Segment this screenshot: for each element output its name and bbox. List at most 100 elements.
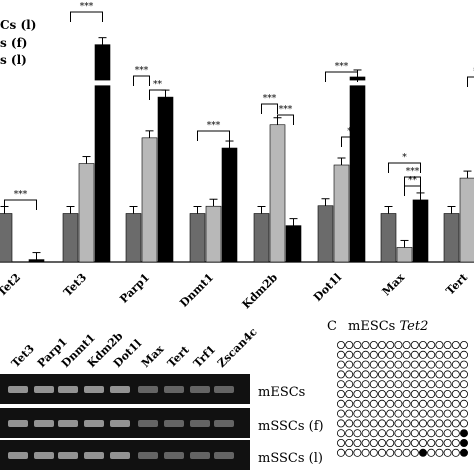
cpg-dot — [345, 370, 354, 379]
cpg-dot — [410, 380, 419, 389]
cpg-dot — [394, 370, 403, 379]
cpg-dot — [418, 380, 427, 389]
cpg-dot — [410, 360, 419, 369]
cpg-dot — [336, 360, 345, 369]
legend-entry-3: s (l) — [0, 53, 27, 67]
cpg-dot — [361, 399, 370, 408]
cpg-dot — [410, 429, 419, 438]
gel-band — [34, 452, 54, 459]
cpg-dot — [459, 438, 468, 447]
gel-band — [58, 420, 78, 427]
cpg-dot — [336, 389, 345, 398]
cpg-dot — [369, 419, 378, 428]
gel-band — [138, 386, 158, 393]
cpg-dot — [345, 350, 354, 359]
cpg-dot — [402, 380, 411, 389]
significance-label: ** — [153, 80, 163, 90]
cpg-dot — [369, 438, 378, 447]
cpg-dot — [459, 370, 468, 379]
cpg-dot — [353, 370, 362, 379]
cpg-dot — [443, 370, 452, 379]
cpg-dot — [402, 448, 411, 457]
cpg-dot — [459, 429, 468, 438]
bar — [125, 213, 142, 263]
cpg-dot — [418, 438, 427, 447]
cpg-dot — [410, 448, 419, 457]
cpg-dot — [410, 399, 419, 408]
significance-label: *** — [279, 105, 293, 115]
gel-band — [190, 386, 210, 393]
panel-letter-c: C — [327, 319, 337, 334]
bar — [189, 213, 206, 263]
gel-lane-label: Tert — [165, 343, 192, 370]
axis-break-mark — [349, 80, 366, 86]
cpg-dot — [451, 438, 460, 447]
bar — [221, 147, 238, 263]
cpg-dot — [394, 340, 403, 349]
cpg-dot — [427, 438, 436, 447]
cpg-dot — [427, 389, 436, 398]
cpg-dot — [435, 340, 444, 349]
cpg-dot — [394, 438, 403, 447]
cpg-dot — [369, 340, 378, 349]
cpg-dot — [459, 448, 468, 457]
cpg-dot — [369, 448, 378, 457]
bar — [269, 124, 286, 263]
cpg-dot — [386, 340, 395, 349]
cpg-dot — [427, 350, 436, 359]
cpg-dot — [451, 370, 460, 379]
cpg-dot — [394, 448, 403, 457]
significance-label: *** — [263, 94, 277, 104]
cpg-dot — [386, 350, 395, 359]
cpg-dot — [443, 389, 452, 398]
gel-row-label: mSSCs (l) — [258, 451, 323, 466]
cpg-dot — [443, 409, 452, 418]
cpg-dot — [451, 409, 460, 418]
cpg-dot — [369, 409, 378, 418]
significance-bracket — [341, 136, 358, 147]
category-label: Dot1l — [311, 271, 344, 304]
cpg-dot — [418, 429, 427, 438]
cpg-dot — [402, 438, 411, 447]
cpg-dot — [443, 448, 452, 457]
cpg-dot — [459, 380, 468, 389]
bar — [317, 205, 334, 263]
cpg-dot — [435, 380, 444, 389]
cpg-dot — [451, 380, 460, 389]
cpg-dot — [443, 380, 452, 389]
cpg-dot — [377, 438, 386, 447]
gel-lane-label: Trf1 — [191, 343, 218, 370]
axis-break-mark — [94, 80, 111, 86]
cpg-dot — [336, 438, 345, 447]
cpg-dot — [459, 389, 468, 398]
gel-lane-label: Zscan4c — [215, 325, 260, 370]
cpg-dot — [353, 409, 362, 418]
gel-band — [84, 452, 104, 459]
cpg-dot — [336, 429, 345, 438]
gel-band — [164, 452, 184, 459]
cpg-dot — [427, 380, 436, 389]
significance-label: * — [347, 127, 352, 137]
category-label: Kdm2b — [240, 271, 281, 312]
cpg-dot — [377, 429, 386, 438]
gel-row-label: mSSCs (f) — [258, 419, 324, 434]
bar — [443, 213, 460, 263]
cpg-dot — [353, 340, 362, 349]
gel-lane-label: Tet3 — [9, 342, 37, 370]
gel-band — [110, 452, 130, 459]
methylation-panel: C mESCs Tet2 — [327, 319, 468, 457]
cpg-dot — [451, 448, 460, 457]
cpg-dot — [459, 340, 468, 349]
panel-c-title-prefix: mESCs — [348, 319, 399, 334]
gel-band — [190, 420, 210, 427]
cpg-dot — [443, 340, 452, 349]
bar — [94, 44, 111, 263]
cpg-dot — [361, 360, 370, 369]
significance-bracket — [149, 89, 166, 100]
cpg-dot — [386, 429, 395, 438]
bar — [349, 76, 366, 263]
cpg-dot — [369, 429, 378, 438]
cpg-dot — [394, 429, 403, 438]
gel-band — [164, 386, 184, 393]
significance-label: *** — [207, 121, 221, 131]
